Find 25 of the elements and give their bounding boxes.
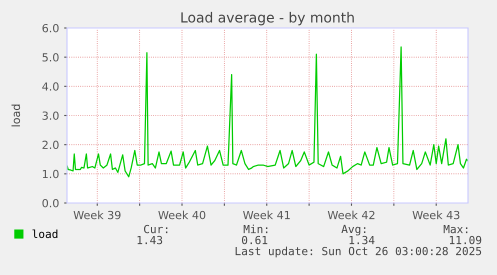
text: Avg: bbox=[341, 224, 366, 236]
y-tick-label: 3.0 bbox=[42, 111, 59, 120]
line-series bbox=[67, 46, 468, 178]
text: 0.61 bbox=[242, 236, 268, 244]
text: Cur: bbox=[144, 224, 168, 234]
y-axis-title: load bbox=[11, 104, 20, 126]
text: Max: bbox=[444, 224, 468, 234]
x-tick-label: Week 43 bbox=[412, 210, 460, 220]
y-tick-label: 6.0 bbox=[42, 24, 59, 32]
text: 1.34 bbox=[350, 236, 374, 244]
y-tick-label: 5.0 bbox=[42, 53, 59, 62]
text: Last update: Sun Oct 26 03:00:28 2025 bbox=[236, 246, 482, 258]
chart-title: Load average - by month bbox=[181, 12, 354, 26]
text: 11.09 bbox=[450, 236, 482, 244]
y-tick-label: 2.0 bbox=[42, 140, 59, 150]
x-tick-label: Week 41 bbox=[243, 210, 290, 220]
x-tick-label: Week 42 bbox=[328, 210, 374, 220]
text: Min: bbox=[244, 224, 268, 234]
x-tick-label: Week 40 bbox=[158, 210, 206, 220]
legend-label: load bbox=[32, 229, 58, 238]
x-tick-label: Week 39 bbox=[74, 210, 121, 220]
y-tick-label: 4.0 bbox=[42, 82, 59, 91]
y-tick-label: 0.0 bbox=[42, 198, 59, 208]
text: 1.43 bbox=[138, 236, 162, 244]
y-tick-label: 1.0 bbox=[42, 170, 59, 178]
